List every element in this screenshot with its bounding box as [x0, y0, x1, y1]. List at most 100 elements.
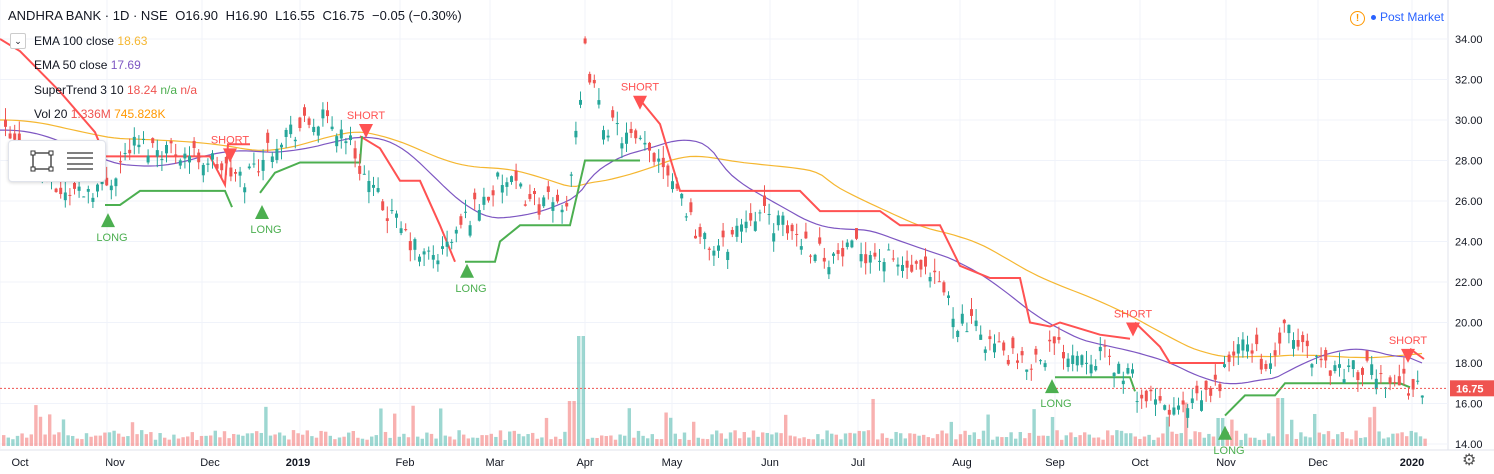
symbol-title[interactable]: ANDHRA BANK · 1D · NSE — [8, 8, 168, 23]
volume-bar — [636, 430, 641, 446]
candle-body — [275, 148, 279, 160]
price-label-box — [1450, 380, 1494, 397]
candle-body — [868, 255, 872, 263]
volume-bar — [158, 433, 162, 446]
candle-body — [551, 202, 555, 211]
volume-bar — [6, 437, 10, 446]
candle-body — [1374, 378, 1378, 390]
legend-supertrend[interactable]: SuperTrend 3 10 18.24 n/a n/a — [34, 83, 197, 97]
candle-body — [321, 109, 325, 119]
volume-bar — [853, 433, 857, 446]
settings-lines-icon — [67, 152, 93, 170]
volume-bar — [287, 439, 291, 446]
toolbox-icons — [30, 150, 93, 172]
volume-bar — [140, 430, 144, 446]
rectangle-tool-icon — [32, 152, 52, 170]
candle-body — [882, 262, 886, 272]
volume-bar — [793, 436, 797, 446]
post-market-indicator[interactable]: ! Post Market — [1350, 10, 1444, 26]
volume-bar — [1129, 433, 1133, 446]
candle-body — [307, 118, 311, 125]
volume-bar — [646, 438, 650, 446]
candle-body — [533, 190, 536, 195]
volume-bar — [34, 405, 38, 446]
candle-body — [707, 248, 711, 250]
volume-bar — [480, 435, 484, 446]
volume-bar — [153, 439, 158, 446]
long-arrow-icon — [460, 263, 474, 278]
candle-body — [280, 144, 283, 148]
supertrend-label: SuperTrend 3 10 — [34, 83, 124, 97]
volume-bar — [1244, 433, 1248, 446]
change-value: −0.05 (−0.30%) — [372, 8, 462, 23]
candle-body — [795, 233, 799, 235]
candle-body — [970, 309, 973, 316]
candle-body — [942, 282, 946, 293]
candle-body — [1158, 396, 1162, 401]
gear-icon[interactable]: ⚙ — [1462, 452, 1477, 469]
candle-body — [1282, 319, 1286, 324]
candle-body — [1333, 365, 1337, 372]
volume-bar — [820, 439, 825, 446]
candle-body — [505, 182, 509, 187]
volume-bar — [1000, 437, 1004, 446]
low-value: L16.55 — [275, 8, 315, 23]
volume-bar — [241, 435, 245, 446]
candle-body — [123, 152, 127, 154]
candle-body — [413, 239, 417, 250]
candle-body — [657, 158, 661, 162]
volume-bar — [1299, 432, 1303, 446]
volume-bar — [411, 405, 415, 446]
volume-bar — [954, 439, 958, 446]
candle-body — [335, 136, 339, 147]
candle-body — [1393, 382, 1397, 384]
legend-ema100[interactable]: EMA 100 close 18.63 — [34, 34, 147, 48]
candle-body — [1131, 369, 1134, 374]
candle-body — [542, 197, 546, 207]
candle-body — [602, 130, 605, 140]
candle-body — [1213, 374, 1217, 380]
x-tick-label: Oct — [1131, 457, 1148, 469]
volume-bar — [199, 435, 204, 446]
volume-bar — [963, 430, 967, 446]
volume-bar — [825, 430, 829, 446]
volume-bar — [342, 436, 346, 446]
volume-bar — [724, 438, 728, 446]
volume-bar — [586, 438, 590, 446]
long-signal-label: LONG — [1040, 398, 1071, 410]
close-value: C16.75 — [322, 8, 365, 23]
volume-bar — [1156, 437, 1160, 446]
volume-bar — [1050, 416, 1055, 446]
candle-body — [385, 218, 389, 221]
volume-bar — [245, 433, 250, 446]
drawing-toolbox[interactable] — [8, 140, 106, 182]
high-value: H16.90 — [225, 8, 268, 23]
chevron-down-icon[interactable]: ⌄ — [10, 33, 26, 49]
candle-body — [1006, 359, 1010, 365]
volume-bar — [673, 433, 677, 446]
candle-body — [96, 184, 99, 192]
volume-bar — [255, 431, 259, 446]
volume-bar — [1037, 435, 1041, 446]
volume-bar — [195, 439, 199, 446]
volume-bar — [397, 436, 401, 446]
candle-body — [119, 161, 122, 163]
candle-body — [924, 256, 927, 267]
candle-body — [316, 126, 320, 136]
candle-body — [1048, 339, 1052, 342]
candle-body — [1246, 344, 1249, 352]
legend-volume[interactable]: Vol 20 1.336M 745.828K — [34, 107, 165, 121]
x-tick-label: Oct — [11, 457, 28, 469]
volume-bar — [121, 436, 125, 446]
legend-ema50[interactable]: EMA 50 close 17.69 — [34, 58, 141, 72]
candle-body — [1287, 324, 1291, 334]
candle-body — [500, 185, 504, 193]
volume-bar — [738, 438, 742, 446]
x-tick-label: Nov — [1216, 457, 1236, 469]
supertrend-up-line — [1055, 376, 1136, 392]
candle-body — [206, 163, 210, 165]
volume-bar — [452, 439, 457, 446]
long-arrow-icon — [1045, 379, 1059, 394]
volume-bar — [126, 436, 130, 446]
